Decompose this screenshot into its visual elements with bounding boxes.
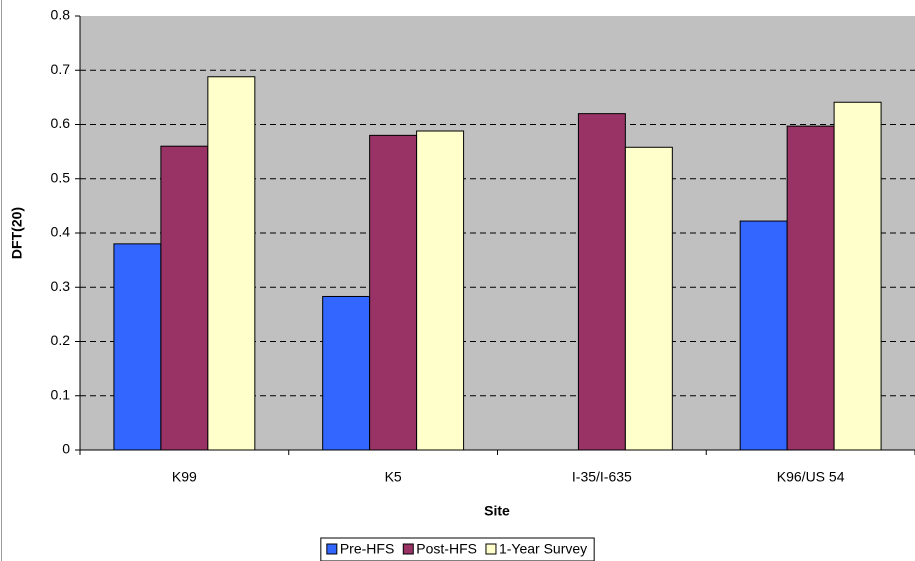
y-tick-label: 0.7 xyxy=(51,61,71,77)
legend-label: 1-Year Survey xyxy=(499,541,587,557)
y-tick-label: 0.3 xyxy=(51,278,71,294)
x-tick-label: I-35/I-635 xyxy=(572,469,632,485)
x-axis-label: Site xyxy=(484,503,510,519)
bar xyxy=(322,295,371,451)
y-tick-label: 0.1 xyxy=(51,386,71,402)
bar xyxy=(624,146,673,451)
bar xyxy=(369,134,418,451)
y-axis-label: DFT(20) xyxy=(9,207,25,259)
y-tick-label: 0.4 xyxy=(51,224,71,240)
legend-label: Pre-HFS xyxy=(340,541,394,557)
bar xyxy=(833,101,882,451)
x-tick-label: K96/US 54 xyxy=(777,469,845,485)
y-tick-label: 0 xyxy=(62,441,70,457)
legend-swatch xyxy=(326,543,338,555)
bar xyxy=(739,220,788,451)
x-tick-label: K5 xyxy=(385,469,402,485)
legend-swatch xyxy=(485,543,497,555)
bar xyxy=(160,145,209,451)
bar xyxy=(113,243,162,451)
y-tick-label: 0.2 xyxy=(51,332,71,348)
bar xyxy=(207,76,256,451)
legend xyxy=(320,537,595,561)
x-tick-label: K99 xyxy=(172,469,197,485)
y-tick-label: 0.5 xyxy=(51,169,71,185)
y-tick-label: 0.8 xyxy=(51,7,71,23)
y-tick-label: 0.6 xyxy=(51,115,71,131)
bar xyxy=(416,130,465,451)
legend-label: Post-HFS xyxy=(416,541,477,557)
bar xyxy=(786,125,835,451)
legend-swatch xyxy=(402,543,414,555)
bar xyxy=(577,113,626,451)
